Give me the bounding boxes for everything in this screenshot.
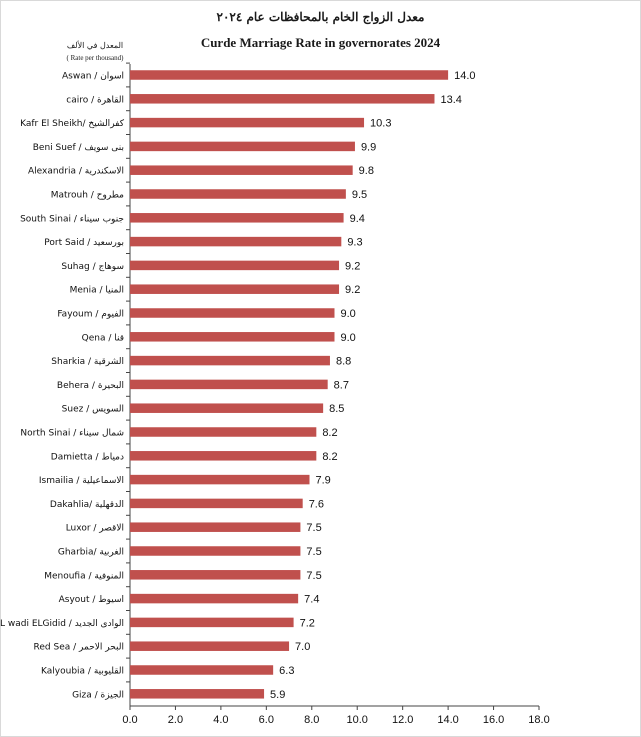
category-label: Red Sea / البحر الاحمر xyxy=(34,643,124,653)
data-label: 7.0 xyxy=(295,641,310,653)
x-tick-label: 12.0 xyxy=(392,714,413,726)
chart-title-english: Curde Marriage Rate in governorates 2024 xyxy=(200,35,441,50)
category-label: Menoufia / المنوفية xyxy=(44,571,124,581)
x-tick-label: 0.0 xyxy=(122,714,137,726)
category-label: cairo / القاهرة xyxy=(66,95,124,105)
bar xyxy=(130,427,317,437)
bar xyxy=(130,141,355,152)
category-label: Port Said / بورسعيد xyxy=(44,238,124,248)
bar xyxy=(130,236,342,247)
x-tick-label: 4.0 xyxy=(213,714,228,726)
data-label: 13.4 xyxy=(440,94,461,106)
data-label: 9.0 xyxy=(341,332,356,344)
category-label: Fayoum / الفيوم xyxy=(57,310,124,320)
category-label: Luxor / الاقصر xyxy=(66,524,124,534)
data-label: 7.9 xyxy=(316,475,331,487)
category-label: Behera / البحيرة xyxy=(57,381,124,391)
category-label: Beni Suef / بنى سويف xyxy=(33,143,124,153)
category-label: Ismailia / الاسماعيلية xyxy=(39,476,124,486)
category-label: Dakahlia/ الدقهلية xyxy=(50,500,124,510)
x-tick-label: 6.0 xyxy=(259,714,274,726)
unit-label-english: ( Rate per thousand) xyxy=(66,54,124,62)
bar xyxy=(130,213,344,223)
data-label: 14.0 xyxy=(454,70,475,82)
category-label: Alexandria / الاسكندرية xyxy=(28,167,124,177)
data-label: 9.0 xyxy=(341,308,356,320)
category-label: South Sinai / جنوب سيناء xyxy=(20,214,124,224)
bar xyxy=(130,665,274,675)
data-label: 7.2 xyxy=(300,617,315,629)
category-label: North Sinai / شمال سيناء xyxy=(20,429,124,439)
bar xyxy=(130,189,346,199)
bar xyxy=(130,689,265,699)
category-label: Gharbia/ الغربية xyxy=(58,548,124,558)
data-label: 9.8 xyxy=(359,165,374,177)
data-label: 9.4 xyxy=(350,213,365,225)
bar xyxy=(130,403,324,413)
bar xyxy=(130,260,340,271)
data-label: 8.8 xyxy=(336,356,351,368)
bar xyxy=(130,332,335,342)
bar xyxy=(130,284,340,294)
x-tick-label: 10.0 xyxy=(347,714,368,726)
data-label: 9.2 xyxy=(345,284,360,296)
x-tick-label: 16.0 xyxy=(483,714,504,726)
bar xyxy=(130,117,365,128)
category-label: Kafr El Sheikh/ كفرالشيخ xyxy=(20,119,125,129)
category-label: Sharkia / الشرقية xyxy=(51,357,124,367)
data-label: 8.7 xyxy=(334,379,349,391)
data-label: 9.9 xyxy=(361,141,376,153)
data-label: 5.9 xyxy=(270,689,285,701)
category-label: Menia / المنيا xyxy=(70,286,124,296)
data-label: 8.2 xyxy=(322,427,337,439)
x-tick-label: 14.0 xyxy=(437,714,458,726)
chart-title-arabic: معدل الزواج الخام بالمحافظات عام ٢٠٢٤ xyxy=(216,10,425,24)
bar xyxy=(130,546,301,556)
data-label: 7.5 xyxy=(306,522,321,534)
category-label: Kalyoubia / القليوبية xyxy=(41,667,124,677)
data-label: 7.5 xyxy=(306,546,321,558)
bar xyxy=(130,641,290,651)
data-label: 7.6 xyxy=(309,498,324,510)
bar xyxy=(130,522,301,532)
data-label: 7.5 xyxy=(306,570,321,582)
bar xyxy=(130,379,328,390)
bar xyxy=(130,70,449,80)
data-label: 8.5 xyxy=(329,403,344,415)
data-label: 9.2 xyxy=(345,260,360,272)
bar xyxy=(130,94,435,104)
category-label: Qena / قنا xyxy=(82,333,124,343)
bar xyxy=(130,165,353,175)
category-label: Giza / الجيزة xyxy=(72,690,124,700)
x-tick-label: 8.0 xyxy=(304,714,319,726)
category-label: Asyout / اسيوط xyxy=(59,595,124,605)
bar xyxy=(130,593,299,604)
bar xyxy=(130,498,303,509)
data-label: 9.3 xyxy=(347,237,362,249)
category-label: Suhag / سوهاج xyxy=(61,262,124,272)
bar xyxy=(130,570,301,580)
category-label: Damietta / دمياط xyxy=(51,452,124,462)
bar xyxy=(130,474,310,485)
category-label: Matrouh / مطروح xyxy=(51,191,124,201)
data-label: 7.4 xyxy=(304,594,319,606)
data-label: 8.2 xyxy=(322,451,337,463)
bar xyxy=(130,355,330,366)
data-label: 9.5 xyxy=(352,189,367,201)
bar xyxy=(130,308,335,318)
unit-label-arabic: المعدل في الألف xyxy=(66,41,124,50)
data-label: 10.3 xyxy=(370,118,391,130)
x-tick-label: 2.0 xyxy=(168,714,183,726)
category-label: EL wadi ELGidid / الوادى الجديد xyxy=(0,619,124,629)
bar xyxy=(130,617,294,628)
bar xyxy=(130,451,317,461)
category-label: Suez / السويس xyxy=(62,405,124,415)
category-label: Aswan / اسوان xyxy=(62,72,124,82)
data-label: 6.3 xyxy=(279,665,294,677)
x-tick-label: 18.0 xyxy=(528,714,549,726)
